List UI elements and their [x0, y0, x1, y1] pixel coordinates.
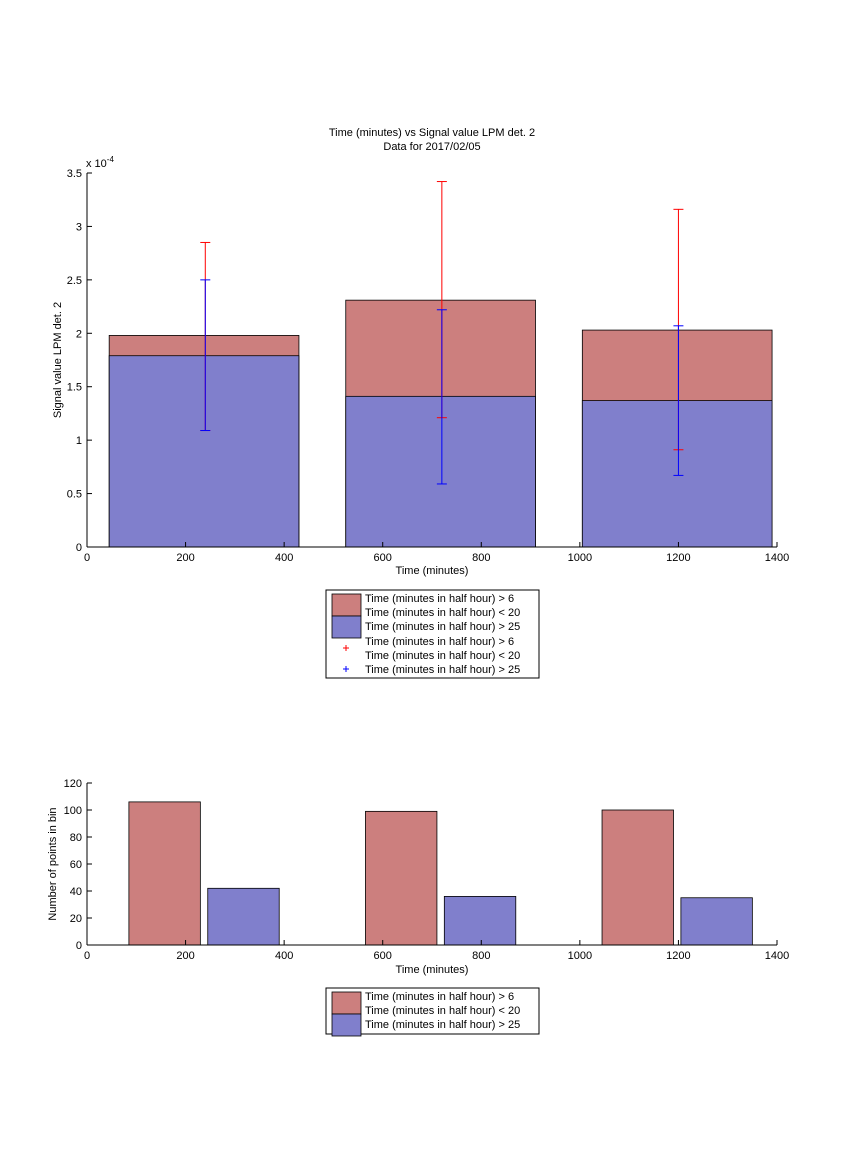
top-y-tick-label: 2 — [76, 328, 82, 340]
bottom-bar-red — [601, 809, 674, 946]
top-bar-blue — [345, 395, 536, 548]
bottom-y-tick-label: 60 — [70, 859, 82, 871]
bottom-bar-blue — [443, 896, 517, 946]
bottom-x-tick-label: 600 — [374, 950, 392, 962]
top-legend-label: Time (minutes in half hour) > 25 — [365, 664, 520, 676]
top-y-exponent-power: -4 — [107, 155, 115, 164]
top-legend-label: Time (minutes in half hour) > 25 — [365, 621, 520, 633]
bottom-y-tick-label: 100 — [64, 805, 82, 817]
top-legend-swatch-blue — [331, 615, 362, 639]
bottom-bar-red — [128, 801, 201, 946]
bottom-x-tick-label: 800 — [472, 950, 490, 962]
top-x-tick-label: 800 — [472, 552, 490, 564]
top-legend-label: Time (minutes in half hour) < 20 — [365, 650, 520, 662]
bottom-bars — [128, 801, 753, 946]
top-bar-blue — [581, 400, 773, 548]
top-legend-swatch-red — [331, 593, 362, 617]
top-y-tick-label: 3 — [76, 221, 82, 233]
top-y-exponent: x 10-4 — [86, 155, 114, 170]
bottom-x-tick-label: 200 — [176, 950, 194, 962]
top-errorbars — [200, 181, 684, 485]
top-chart-title: Time (minutes) vs Signal value LPM det. … — [329, 127, 535, 139]
top-legend-box — [325, 589, 540, 679]
top-y-tick-label: 2.5 — [67, 275, 82, 287]
bottom-legend-label: Time (minutes in half hour) < 20 — [365, 1005, 520, 1017]
bottom-bar-red — [365, 810, 438, 946]
top-x-tick-label: 1000 — [568, 552, 592, 564]
bottom-legend-swatch-blue — [331, 1013, 362, 1037]
top-legend-label: Time (minutes in half hour) > 6 — [365, 593, 514, 605]
top-x-tick-label: 600 — [374, 552, 392, 564]
top-legend-marker-blue — [343, 666, 349, 672]
top-legend-marker-red — [343, 645, 349, 651]
top-axes: 0 200 400 600 800 1000 1200 1400 0 0.5 1 1.5 2 2.5 3 3.… — [67, 168, 790, 564]
top-x-tick-label: 200 — [176, 552, 194, 564]
top-bars — [108, 299, 773, 548]
top-y-tick-label: 1 — [76, 435, 82, 447]
bottom-y-tick-label: 0 — [76, 940, 82, 952]
bottom-bar-blue — [207, 887, 280, 946]
top-legend-label: Time (minutes in half hour) > 6 — [365, 636, 514, 648]
top-x-tick-label: 0 — [84, 552, 90, 564]
top-y-tick-label: 1.5 — [67, 382, 82, 394]
top-y-tick-label: 0 — [76, 542, 82, 554]
bottom-x-tick-label: 0 — [84, 950, 90, 962]
bottom-x-tick-label: 1200 — [666, 950, 690, 962]
bottom-x-axis-label: Time (minutes) — [396, 964, 469, 976]
top-x-axis-label: Time (minutes) — [396, 565, 469, 577]
bottom-axes: 0 200 400 600 800 1000 1200 1400 0 20 40 60 80 100 120 — [64, 778, 790, 962]
bottom-legend: Time (minutes in half hour) > 6 Time (mi… — [325, 987, 540, 1037]
top-legend-label: Time (minutes in half hour) < 20 — [365, 607, 520, 619]
bottom-x-tick-label: 1000 — [568, 950, 592, 962]
bottom-y-tick-label: 80 — [70, 832, 82, 844]
bottom-bar-blue — [680, 897, 753, 946]
top-x-tick-label: 1200 — [666, 552, 690, 564]
top-y-axis-label: Signal value LPM det. 2 — [52, 302, 64, 418]
top-x-tick-label: 400 — [275, 552, 293, 564]
bottom-x-tick-label: 1400 — [765, 950, 789, 962]
bottom-legend-box — [325, 987, 540, 1035]
bottom-legend-swatch-red — [331, 991, 362, 1015]
bottom-legend-label: Time (minutes in half hour) > 25 — [365, 1019, 520, 1031]
top-y-exponent-base: x 10 — [86, 158, 107, 170]
top-y-tick-label: 3.5 — [67, 168, 82, 180]
bottom-y-axis-label: Number of points in bin — [47, 807, 59, 920]
bottom-chart: 0 200 400 600 800 1000 1200 1400 0 20 40 60 80 100 120… — [47, 778, 789, 976]
bottom-y-tick-label: 40 — [70, 886, 82, 898]
top-chart-subtitle: Data for 2017/02/05 — [383, 141, 480, 153]
top-legend: Time (minutes in half hour) > 6 Time (mi… — [325, 589, 540, 679]
top-y-tick-label: 0.5 — [67, 489, 82, 501]
top-x-tick-label: 1400 — [765, 552, 789, 564]
top-bar-blue — [108, 355, 300, 548]
bottom-x-tick-label: 400 — [275, 950, 293, 962]
bottom-legend-label: Time (minutes in half hour) > 6 — [365, 991, 514, 1003]
top-chart: Time (minutes) vs Signal value LPM det. … — [52, 127, 789, 577]
bottom-y-tick-label: 120 — [64, 778, 82, 790]
bottom-y-tick-label: 20 — [70, 913, 82, 925]
